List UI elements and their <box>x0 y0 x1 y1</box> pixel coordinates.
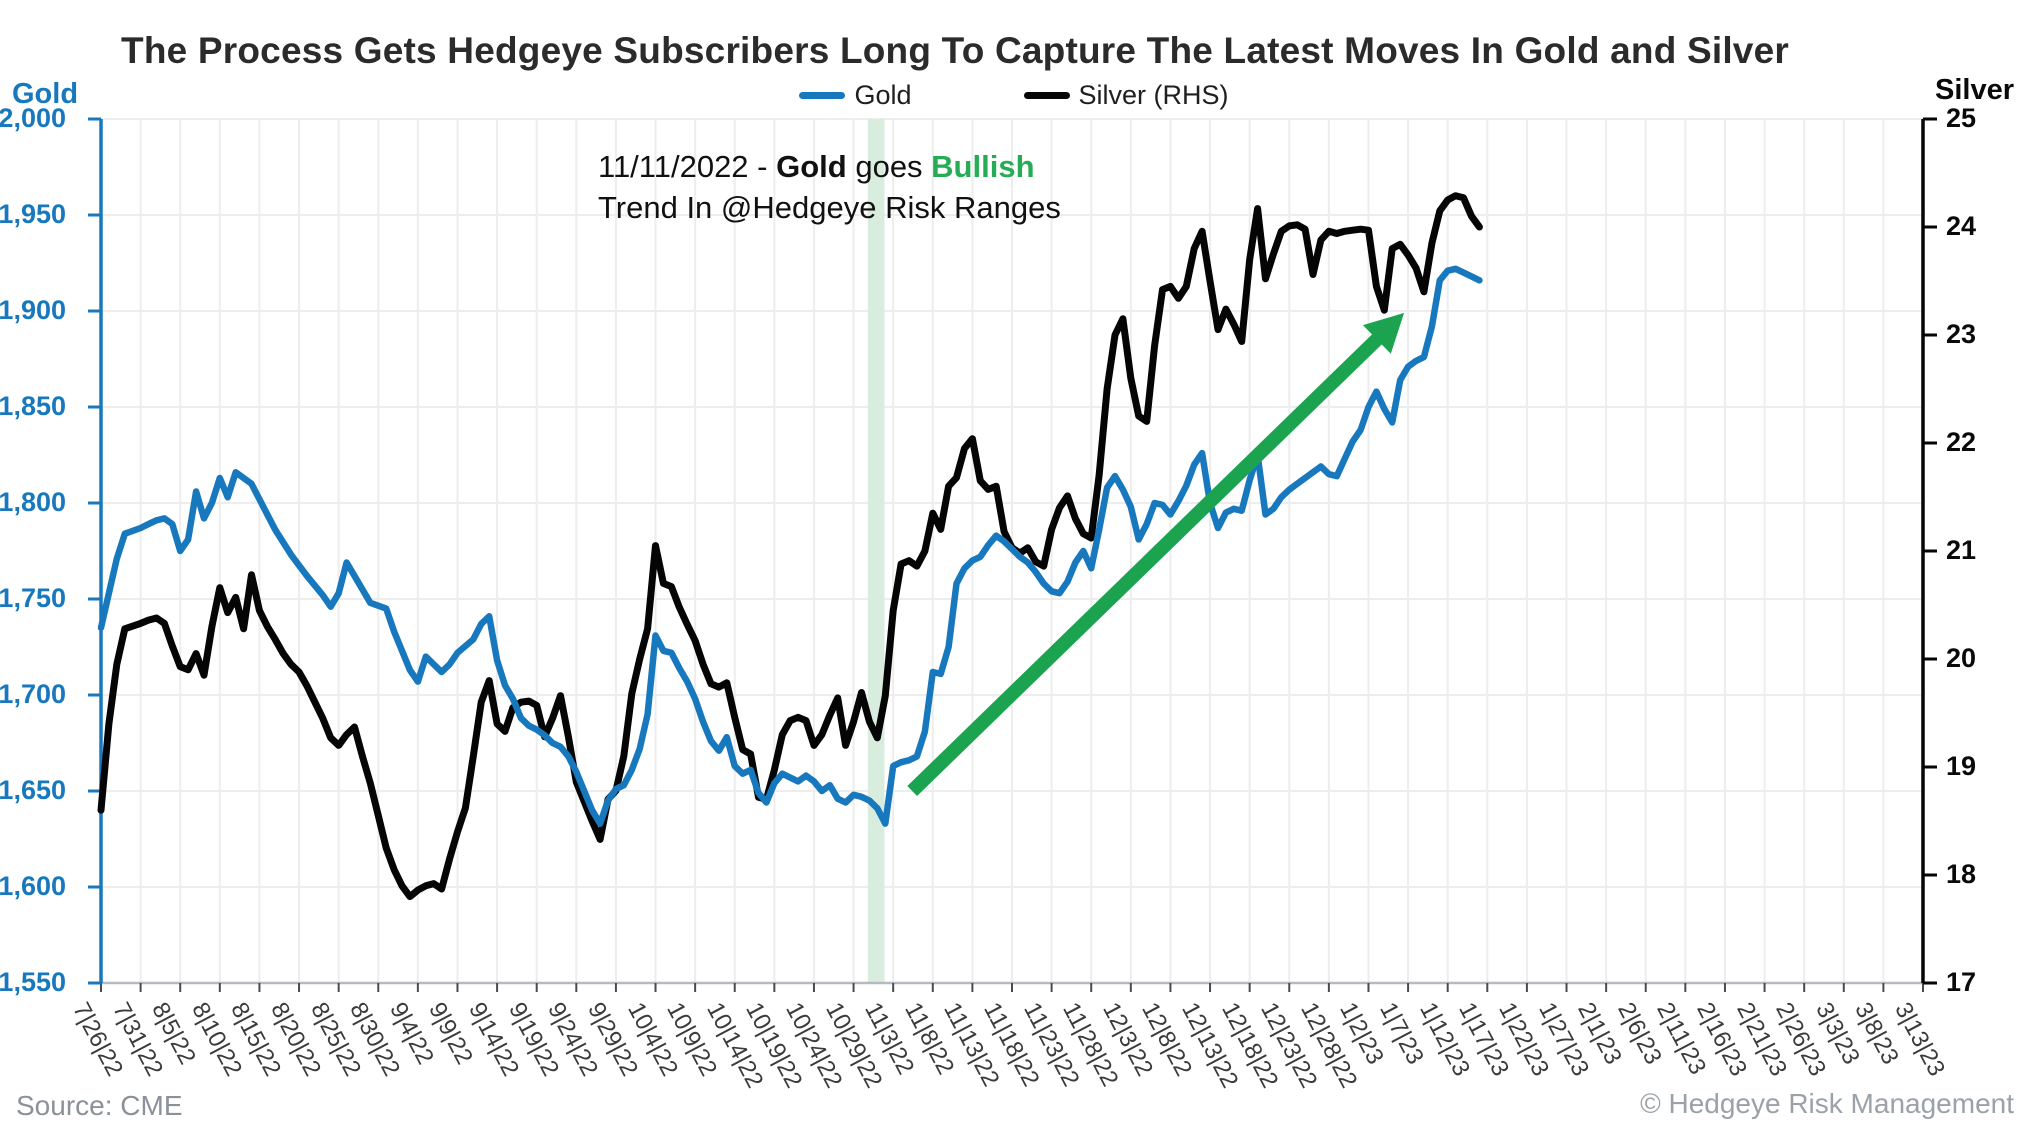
annotation-callout: 11/11/2022 - Gold goes Bullish Trend In … <box>598 146 1061 228</box>
right-axis-title: Silver <box>1935 74 2014 106</box>
right-axis-tick-label: 19 <box>1946 751 1977 781</box>
trend-arrow-head-icon <box>1362 312 1405 354</box>
left-axis-tick-label: 1,800 <box>0 487 66 517</box>
gold-line-swatch-icon <box>799 92 846 99</box>
silver-line-swatch-icon <box>1023 92 1070 99</box>
right-axis-tick-label: 23 <box>1946 319 1977 349</box>
left-axis-title: Gold <box>12 78 79 110</box>
right-axis-tick-label: 22 <box>1946 427 1977 457</box>
event-band <box>867 119 885 983</box>
left-axis-tick-label: 1,750 <box>0 583 66 613</box>
left-axis-tick-label: 1,550 <box>0 967 66 997</box>
right-axis-tick-label: 18 <box>1946 859 1977 889</box>
left-axis-tick-label: 1,700 <box>0 679 66 709</box>
annotation-line2: Trend In @Hedgeye Risk Ranges <box>598 190 1061 225</box>
left-axis-tick-label: 1,900 <box>0 295 66 325</box>
silver-line <box>97 192 1483 901</box>
right-axis-tick-label: 24 <box>1946 211 1977 241</box>
legend-label-gold: Gold <box>854 80 912 110</box>
legend-item-silver: Silver (RHS) <box>1023 80 1229 111</box>
legend-item-gold: Gold <box>799 80 912 111</box>
left-axis-tick-label: 1,650 <box>0 775 66 805</box>
right-axis-tick-label: 25 <box>1946 103 1977 133</box>
gold-line <box>97 265 1483 827</box>
source-note: Source: CME <box>16 1090 183 1121</box>
right-axis-tick-label: 21 <box>1946 535 1977 565</box>
left-axis-tick-label: 2,000 <box>0 103 66 133</box>
copyright-note: © Hedgeye Risk Management <box>1640 1088 2014 1119</box>
left-axis-tick-label: 1,600 <box>0 871 66 901</box>
legend-label-silver: Silver (RHS) <box>1078 80 1229 110</box>
left-axis-tick-label: 1,850 <box>0 391 66 421</box>
legend: Gold Silver (RHS) <box>0 80 2028 111</box>
trend-arrow-shaft <box>907 330 1387 797</box>
right-axis-tick-label: 20 <box>1946 643 1977 673</box>
annotation-line1: 11/11/2022 - Gold goes Bullish <box>598 149 1035 184</box>
chart-title: The Process Gets Hedgeye Subscribers Lon… <box>121 30 1789 71</box>
right-axis-tick-label: 17 <box>1946 967 1977 997</box>
left-axis-tick-label: 1,950 <box>0 199 66 229</box>
